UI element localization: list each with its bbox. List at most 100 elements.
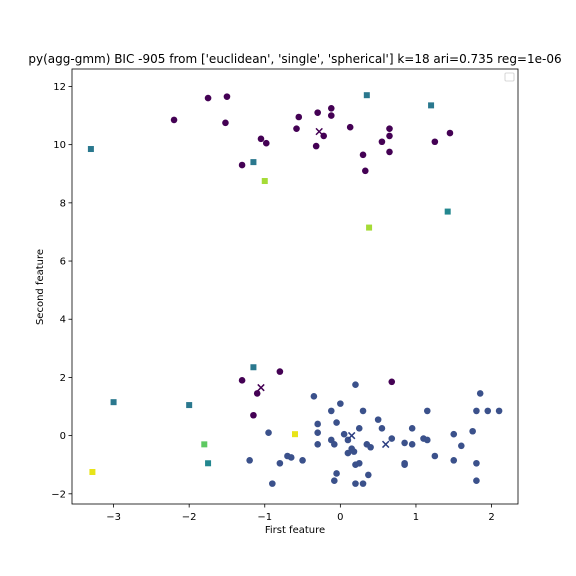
- data-point-circle: [337, 400, 344, 407]
- data-point-circle: [408, 441, 416, 448]
- empty-legend: [504, 72, 515, 82]
- data-point-square: [89, 468, 96, 475]
- data-point-circle: [250, 411, 257, 419]
- data-point-circle: [469, 427, 476, 435]
- x-tick-label: 0: [337, 512, 343, 523]
- data-point-circle: [359, 151, 367, 159]
- y-tick-label: 8: [60, 198, 66, 209]
- data-point-circle: [388, 378, 396, 386]
- data-point-circle: [408, 425, 416, 432]
- data-point-square: [87, 146, 94, 153]
- data-point-circle: [378, 138, 386, 146]
- data-point-circle: [299, 457, 306, 464]
- x-axis-label: First feature: [265, 525, 325, 536]
- x-axis: −3 −2 −1 0 1 2: [106, 504, 495, 523]
- y-tick-label: 0: [60, 431, 66, 442]
- y-tick-label: 4: [60, 315, 66, 326]
- data-point-circle: [344, 449, 352, 457]
- data-point-circle: [431, 452, 439, 460]
- data-point-circle: [367, 443, 374, 451]
- data-point-circle: [446, 129, 454, 137]
- data-point-square: [250, 364, 257, 371]
- data-point-circle: [378, 425, 386, 432]
- x-tick-label: −3: [106, 512, 121, 523]
- data-point-circle: [450, 430, 458, 438]
- data-point-circle: [431, 138, 439, 146]
- data-point-circle: [423, 407, 431, 415]
- data-point-square: [292, 431, 298, 438]
- data-point-square: [444, 208, 451, 215]
- data-point-circle: [352, 381, 359, 389]
- data-point-square: [201, 441, 208, 448]
- data-point-x: [257, 383, 265, 392]
- data-point-circle: [359, 407, 367, 415]
- data-point-circle: [204, 94, 212, 102]
- data-point-circle: [223, 93, 231, 100]
- data-point-circle: [374, 416, 382, 423]
- data-point-circle: [355, 459, 363, 467]
- data-point-square: [261, 178, 268, 185]
- data-point-circle: [388, 435, 396, 442]
- x-tick-label: 1: [413, 512, 419, 523]
- chart-title: py(agg-gmm) BIC -905 from ['euclidean', …: [28, 52, 561, 66]
- data-point-circle: [314, 109, 321, 116]
- data-point-circle: [333, 470, 340, 477]
- x-tick-label: −1: [257, 512, 272, 523]
- data-point-circle: [386, 132, 393, 140]
- data-point-circle: [423, 436, 431, 444]
- data-point-square: [363, 92, 370, 99]
- data-point-circle: [310, 393, 318, 400]
- data-point-circle: [222, 119, 229, 127]
- data-point-circle: [365, 471, 372, 479]
- data-point-square: [110, 399, 117, 406]
- data-point-circle: [484, 407, 492, 415]
- data-point-circle: [495, 407, 503, 415]
- data-point-circle: [327, 104, 335, 112]
- y-axis-label: Second feature: [35, 249, 46, 325]
- data-point-circle: [293, 125, 300, 132]
- data-point-square: [205, 460, 212, 467]
- data-point-circle: [314, 441, 321, 448]
- y-tick-label: 6: [60, 257, 66, 268]
- data-point-circle: [362, 167, 369, 175]
- data-point-x: [347, 431, 356, 440]
- data-point-circle: [331, 441, 338, 448]
- data-point-circle: [476, 390, 484, 397]
- data-points: [87, 92, 503, 487]
- data-point-circle: [238, 377, 246, 384]
- data-point-circle: [458, 442, 465, 450]
- data-point-circle: [295, 113, 303, 121]
- data-point-circle: [401, 439, 408, 447]
- y-axis: −2 0 2 4 6 8 10 12: [51, 82, 72, 500]
- data-point-circle: [269, 480, 276, 487]
- data-point-circle: [473, 459, 480, 467]
- data-point-circle: [287, 454, 295, 461]
- data-point-circle: [257, 135, 265, 143]
- data-point-circle: [327, 112, 335, 119]
- data-point-circle: [314, 429, 321, 437]
- data-point-circle: [355, 425, 363, 432]
- x-tick-label: 2: [488, 512, 494, 523]
- data-point-circle: [450, 457, 458, 464]
- data-point-circle: [276, 459, 284, 467]
- data-point-circle: [253, 390, 261, 397]
- data-point-square: [366, 224, 373, 231]
- data-point-circle: [473, 477, 480, 485]
- data-point-circle: [312, 142, 320, 150]
- data-point-circle: [327, 407, 335, 415]
- y-tick-label: 10: [53, 140, 66, 151]
- data-point-circle: [386, 148, 393, 156]
- data-point-circle: [265, 429, 272, 437]
- y-tick-label: 2: [60, 373, 66, 384]
- data-point-circle: [386, 125, 393, 132]
- data-point-circle: [401, 461, 408, 469]
- data-point-circle: [170, 116, 178, 124]
- data-point-x: [315, 127, 323, 136]
- data-point-circle: [262, 139, 270, 147]
- y-tick-label: 12: [53, 82, 66, 93]
- y-tick-label: −2: [51, 489, 66, 500]
- data-point-x: [381, 440, 390, 449]
- data-point-circle: [473, 407, 480, 415]
- data-point-square: [186, 402, 193, 409]
